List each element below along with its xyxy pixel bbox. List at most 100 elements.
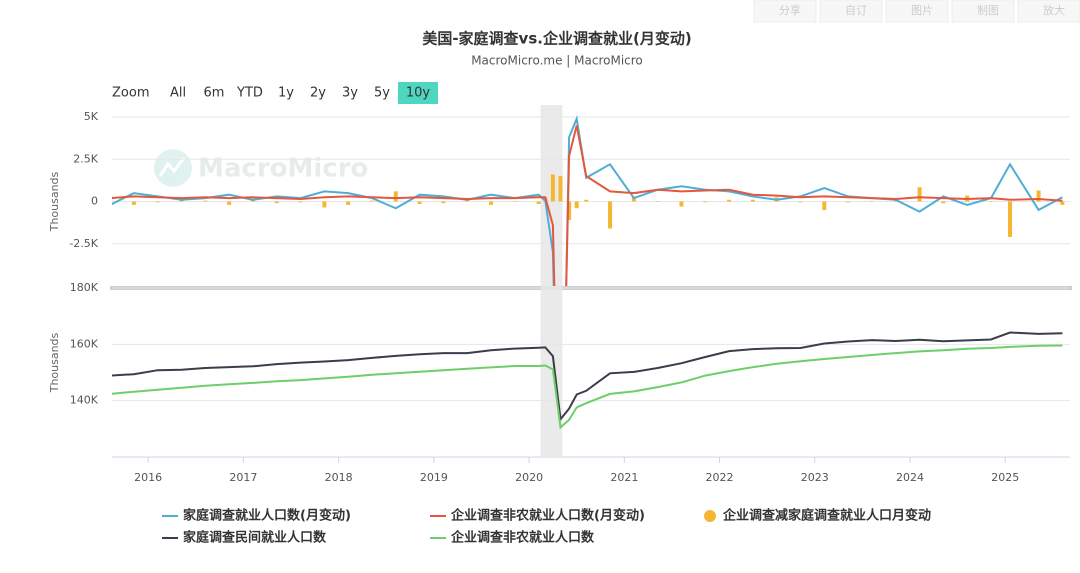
series-line [112, 125, 1063, 286]
bar [869, 201, 874, 202]
bar [893, 200, 898, 202]
legend-label: 企业调查非农就业人口数(月变动) [450, 508, 645, 524]
range-button-label: All [170, 86, 186, 101]
bar [608, 201, 613, 229]
bar [703, 201, 708, 203]
bar [536, 201, 541, 205]
series-line [112, 115, 1063, 286]
bar [550, 174, 555, 202]
zoom-label: Zoom [112, 86, 149, 101]
range-button-label: 6m [204, 86, 225, 101]
legend-item[interactable]: 企业调查非农就业人口数(月变动) [430, 508, 645, 524]
range-button-label: 3y [342, 86, 358, 101]
legend-item[interactable]: 企业调查非农就业人口数 [430, 530, 595, 546]
bar [112, 194, 113, 202]
toolbar-button[interactable] [885, 0, 949, 23]
y-axis-title: Thousands [48, 171, 61, 232]
bar [917, 187, 922, 202]
watermark-text: MacroMicro [198, 154, 368, 184]
x-tick-label: 2023 [801, 471, 829, 484]
bar [441, 201, 446, 204]
y-tick-label: 5K [84, 110, 99, 123]
x-tick-label: 2022 [706, 471, 734, 484]
bar [988, 201, 993, 202]
bar [465, 200, 470, 202]
plot-area [112, 115, 1065, 286]
toolbar-button[interactable] [819, 0, 883, 23]
bar [322, 201, 327, 208]
bar [274, 201, 279, 204]
bar [417, 201, 422, 205]
bar [369, 200, 374, 202]
legend-item[interactable]: 企业调查减家庭调查就业人口月变动 [704, 508, 931, 524]
toolbar-label: 自订 [845, 4, 867, 17]
series-line [112, 344, 1063, 430]
watermark: MacroMicro [154, 149, 368, 187]
range-button[interactable] [398, 82, 438, 104]
bar [941, 201, 946, 204]
bar [393, 191, 398, 202]
bar [1008, 201, 1013, 237]
y-tick-label: 160K [70, 337, 99, 350]
bar [846, 201, 851, 203]
range-button-label: 2y [310, 86, 326, 101]
legend-symbol [704, 510, 716, 522]
bar [727, 199, 732, 202]
x-tick-label: 2016 [134, 471, 162, 484]
range-button-label: 5y [374, 86, 390, 101]
bar [567, 201, 572, 221]
series-line [112, 331, 1063, 422]
chart-subtitle: MacroMicro.me | MacroMicro [471, 54, 643, 68]
bar [489, 201, 494, 205]
legend-item[interactable]: 家庭调查民间就业人口数 [162, 530, 327, 546]
y-tick-label: 0 [91, 195, 98, 208]
toolbar-button[interactable] [951, 0, 1015, 23]
bar [679, 201, 684, 207]
range-selector: All 6m YTD 1y 2y 3y 5y 10y [170, 82, 438, 104]
bar [1036, 190, 1041, 202]
bar [750, 199, 755, 202]
bar [558, 176, 563, 202]
bar [512, 201, 517, 202]
y-tick-label: -2.5K [69, 237, 98, 250]
bar [227, 201, 232, 205]
y-tick-label: 180K [70, 281, 99, 294]
range-button-label: 1y [278, 86, 294, 101]
plot-area [112, 331, 1063, 430]
legend-item[interactable]: 家庭调查就业人口数(月变动) [162, 508, 351, 524]
range-button-label: 10y [406, 86, 431, 101]
x-tick-label: 2025 [991, 471, 1019, 484]
x-tick-label: 2020 [515, 471, 543, 484]
bar [298, 201, 303, 203]
toolbar-label: 图片 [911, 4, 933, 17]
bar [1060, 201, 1065, 205]
x-tick-label: 2019 [420, 471, 448, 484]
legend-label: 企业调查非农就业人口数 [450, 530, 595, 546]
legend-label: 企业调查减家庭调查就业人口月变动 [722, 508, 931, 524]
bar [584, 199, 589, 202]
bar [655, 201, 660, 202]
legend-label: 家庭调查就业人口数(月变动) [183, 508, 351, 524]
toolbar-button[interactable] [753, 0, 817, 23]
toolbar: 分享 自订 图片 制图 放大 [753, 0, 1080, 23]
x-tick-label: 2017 [229, 471, 257, 484]
y-axis-title: Thousands [48, 332, 61, 393]
bar [131, 201, 136, 205]
toolbar-button[interactable] [1017, 0, 1080, 23]
y-tick-label: 2.5K [73, 152, 98, 165]
legend-label: 家庭调查民间就业人口数 [183, 530, 327, 546]
toolbar-label: 放大 [1043, 3, 1065, 17]
toolbar-label: 分享 [779, 3, 801, 17]
bar [574, 201, 579, 209]
bar [798, 201, 803, 203]
x-tick-label: 2024 [896, 471, 924, 484]
x-tick-label: 2018 [325, 471, 353, 484]
toolbar-label: 制图 [977, 4, 999, 17]
bar [155, 201, 160, 203]
shaded-range [540, 105, 563, 457]
y-tick-label: 140K [70, 394, 99, 407]
bar [203, 200, 208, 202]
range-button-label: YTD [236, 86, 263, 101]
